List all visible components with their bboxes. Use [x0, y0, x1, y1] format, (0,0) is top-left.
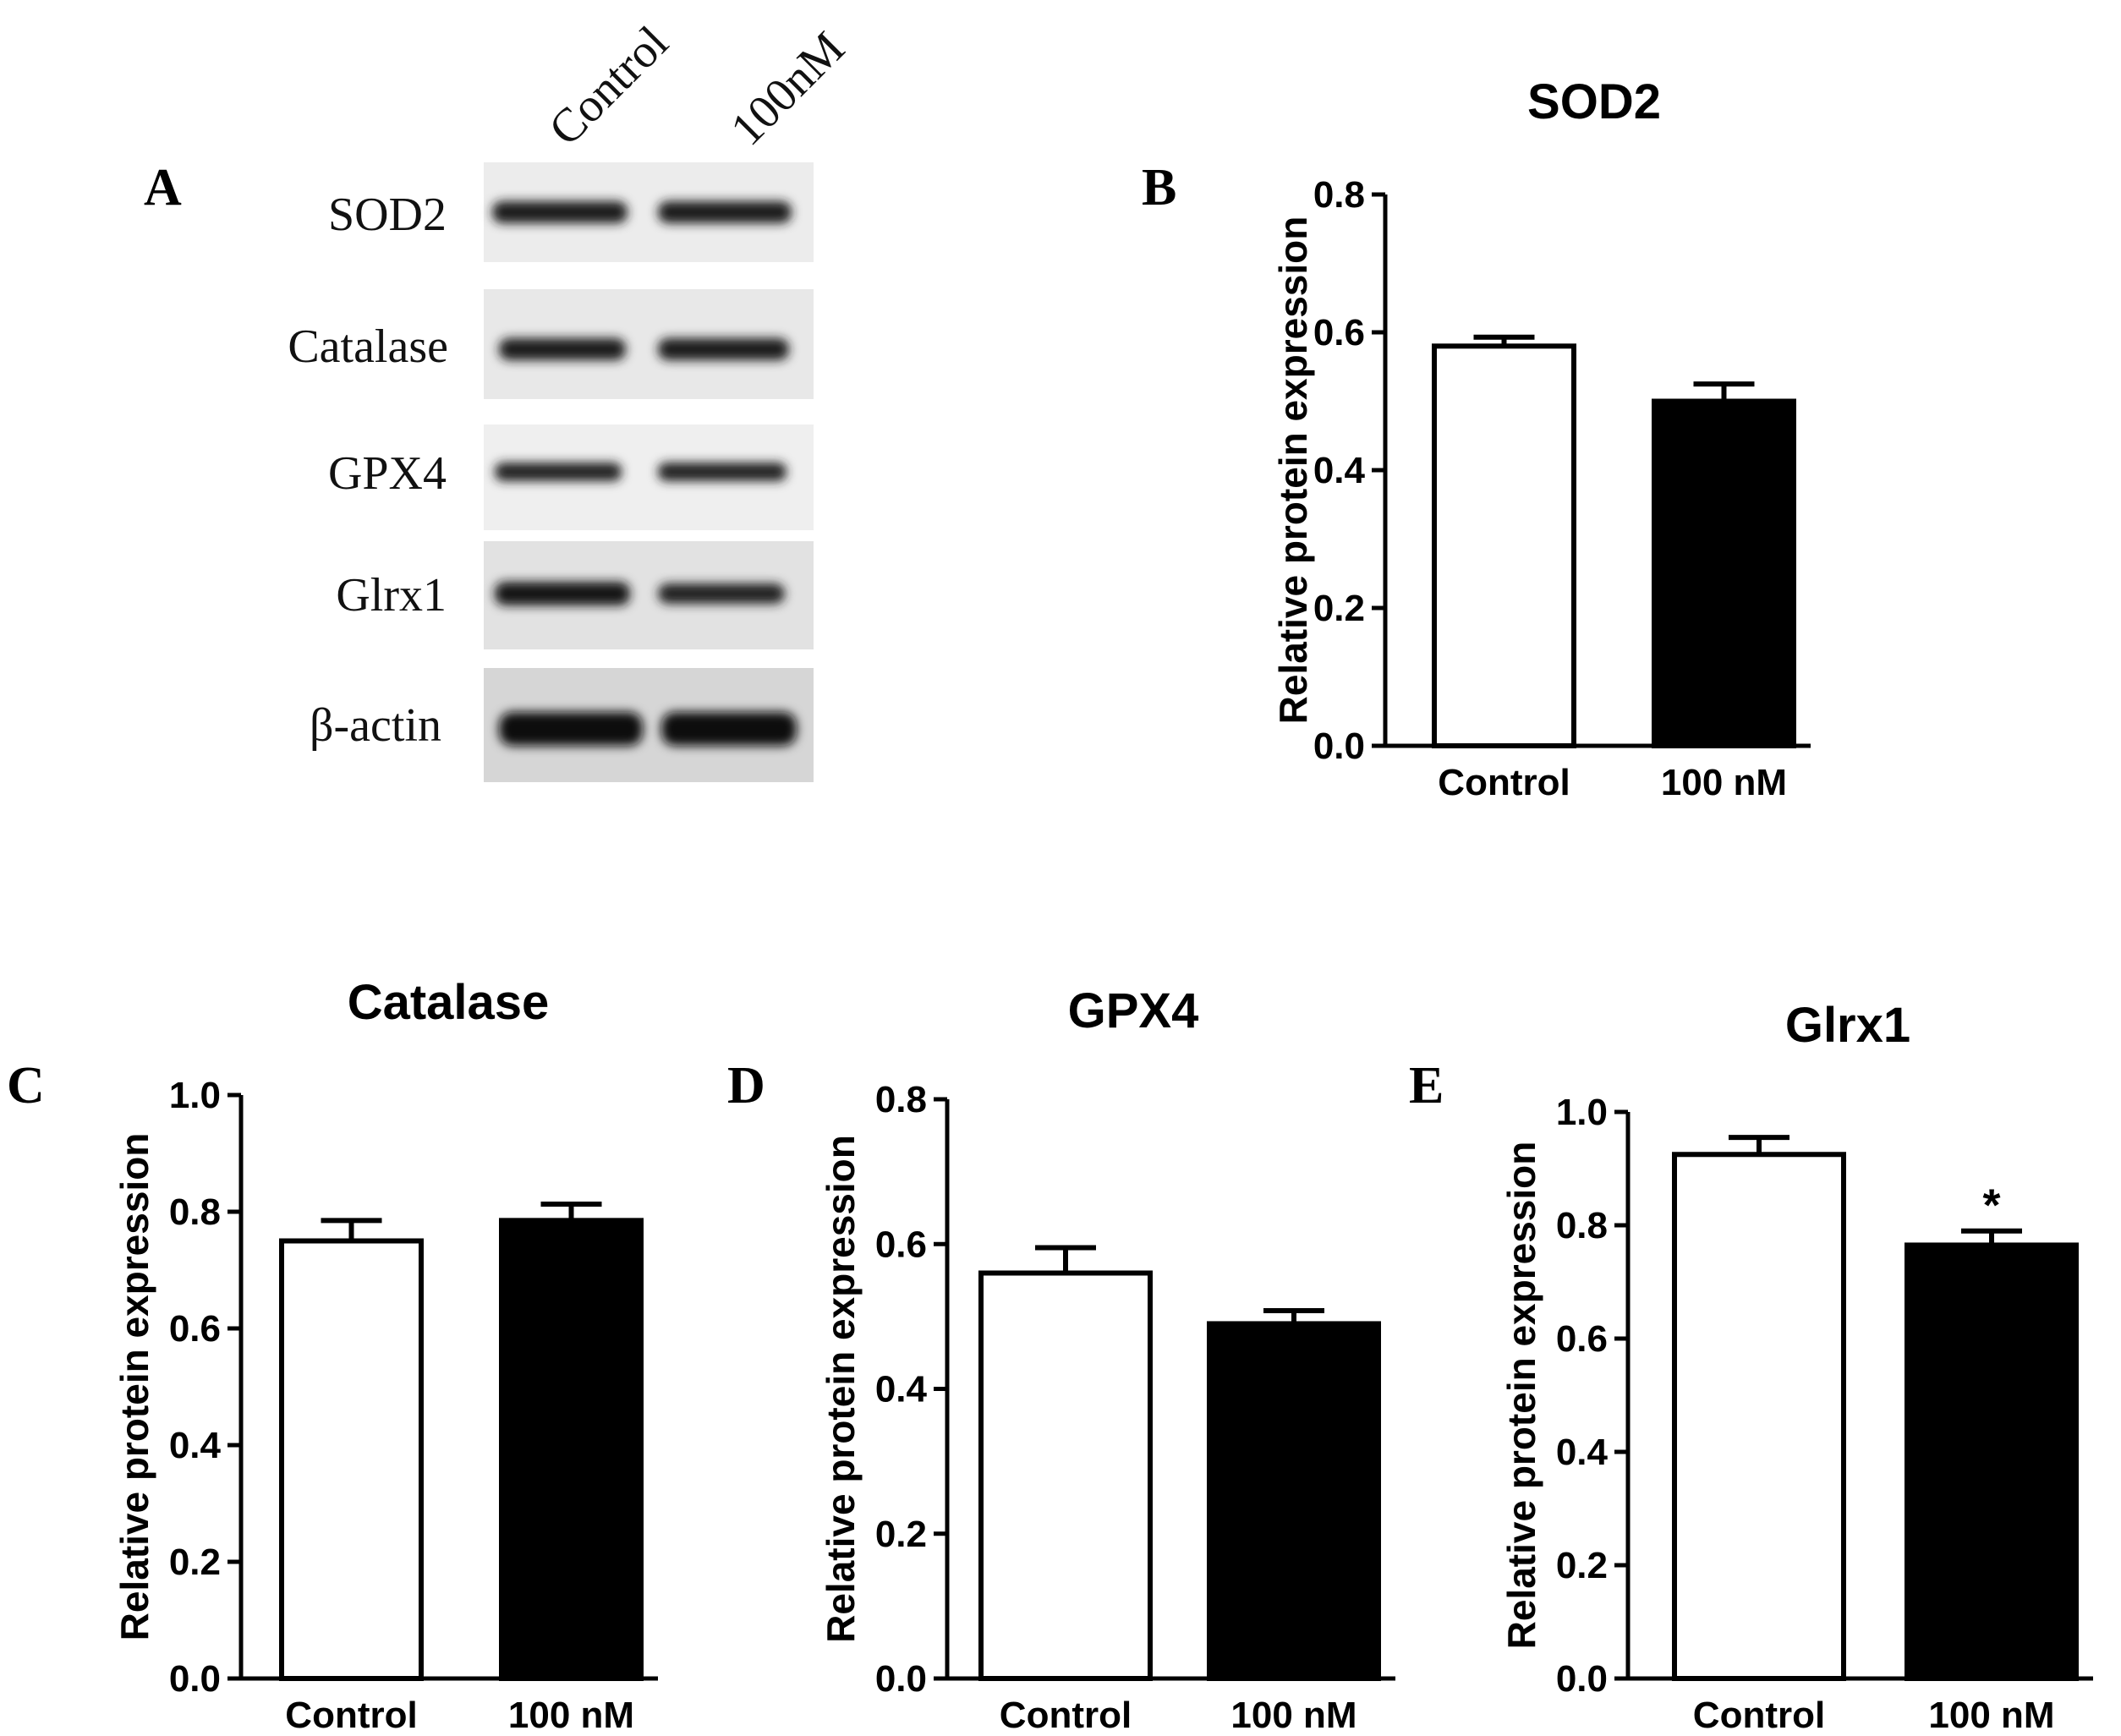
bar	[499, 1218, 644, 1681]
panel-letter-a: A	[144, 159, 182, 216]
panel-letter-c: C	[7, 1057, 45, 1114]
y-tick-label: 0.8	[1313, 174, 1365, 216]
y-tick-label: 0.6	[1313, 312, 1365, 353]
y-tick-label: 1.0	[169, 1075, 221, 1116]
y-tick-label: 0.0	[1556, 1658, 1608, 1700]
band-actin-100nm	[661, 712, 797, 746]
bar	[1652, 398, 1796, 748]
chart-title: SOD2	[1527, 74, 1661, 129]
y-tick-label: 0.2	[169, 1542, 221, 1583]
y-tick-label: 0.4	[875, 1369, 928, 1410]
y-axis-label: Relative protein expression	[819, 1135, 863, 1643]
y-axis-label: Relative protein expression	[1271, 216, 1315, 725]
blot-label-catalase: Catalase	[288, 320, 448, 373]
lane-label-control: Control	[539, 16, 678, 156]
y-tick-label: 0.4	[1556, 1432, 1609, 1473]
panel-letter-b: B	[1142, 159, 1176, 216]
bar	[1432, 343, 1576, 748]
x-category-label: Control	[1000, 1695, 1132, 1736]
band-sod2-control	[492, 201, 628, 223]
y-tick-label: 0.4	[1313, 450, 1366, 491]
y-tick-label: 0.6	[1556, 1318, 1608, 1360]
y-axis-label: Relative protein expression	[1499, 1142, 1543, 1650]
band-gpx4-control	[495, 463, 622, 481]
y-tick-label: 0.6	[875, 1224, 927, 1265]
band-actin-control	[499, 712, 643, 746]
chart-title: GPX4	[1068, 983, 1199, 1038]
chart-title: Glrx1	[1785, 998, 1910, 1053]
y-tick-label: 0.0	[169, 1658, 221, 1700]
band-sod2-100nm	[658, 201, 792, 223]
y-tick-label: 0.0	[875, 1658, 927, 1700]
y-tick-label: 0.0	[1313, 726, 1365, 767]
panel-letter-e: E	[1409, 1057, 1444, 1114]
chart-title: Catalase	[348, 975, 550, 1030]
bar	[279, 1238, 424, 1681]
band-glrx1-100nm	[658, 583, 785, 604]
y-tick-label: 0.8	[875, 1079, 927, 1120]
y-tick-label: 0.4	[169, 1425, 222, 1466]
blot-label-gpx4: GPX4	[328, 447, 447, 500]
chart-glrx1: Glrx1 Relative protein expression 0.0 0.2 0.…	[1499, 998, 2093, 1736]
panel-a: A Control 100nM SOD2 Catalase GPX4 Glrx1…	[144, 16, 855, 782]
y-tick-label: 1.0	[1556, 1092, 1608, 1133]
panel-letter-d: D	[727, 1057, 765, 1114]
band-gpx4-100nm	[658, 463, 786, 481]
band-catalase-100nm	[658, 338, 789, 360]
x-category-label: Control	[1438, 762, 1570, 803]
x-category-label: 100 nM	[1928, 1695, 2054, 1736]
bar	[1207, 1321, 1381, 1681]
band-catalase-control	[499, 338, 626, 360]
blot-label-actin: β-actin	[310, 699, 441, 752]
x-category-label: 100 nM	[1230, 1695, 1356, 1736]
x-category-label: 100 nM	[508, 1695, 634, 1736]
bar	[1672, 1152, 1846, 1681]
blot-label-glrx1: Glrx1	[336, 569, 447, 622]
y-axis-label: Relative protein expression	[112, 1133, 156, 1641]
y-tick-label: 0.8	[169, 1191, 221, 1233]
y-tick-label: 0.6	[169, 1308, 221, 1350]
y-tick-label: 0.2	[1313, 588, 1365, 629]
y-tick-label: 0.8	[1556, 1205, 1608, 1246]
y-tick-label: 0.2	[1556, 1545, 1608, 1586]
chart-catalase: Catalase Relative protein expression 0.0 0.…	[112, 975, 658, 1736]
significance-marker: *	[1982, 1180, 2000, 1231]
blot-label-sod2: SOD2	[328, 189, 447, 241]
x-category-label: Control	[1693, 1695, 1825, 1736]
lane-label-100nm: 100nM	[721, 22, 854, 156]
bar	[1905, 1242, 2079, 1681]
y-tick-label: 0.2	[875, 1514, 927, 1555]
bar	[978, 1270, 1153, 1681]
x-category-label: Control	[285, 1695, 417, 1736]
band-glrx1-control	[495, 582, 630, 605]
x-category-label: 100 nM	[1661, 762, 1787, 803]
chart-gpx4: GPX4 Relative protein expression 0.0 0.2 0.4…	[819, 983, 1395, 1736]
